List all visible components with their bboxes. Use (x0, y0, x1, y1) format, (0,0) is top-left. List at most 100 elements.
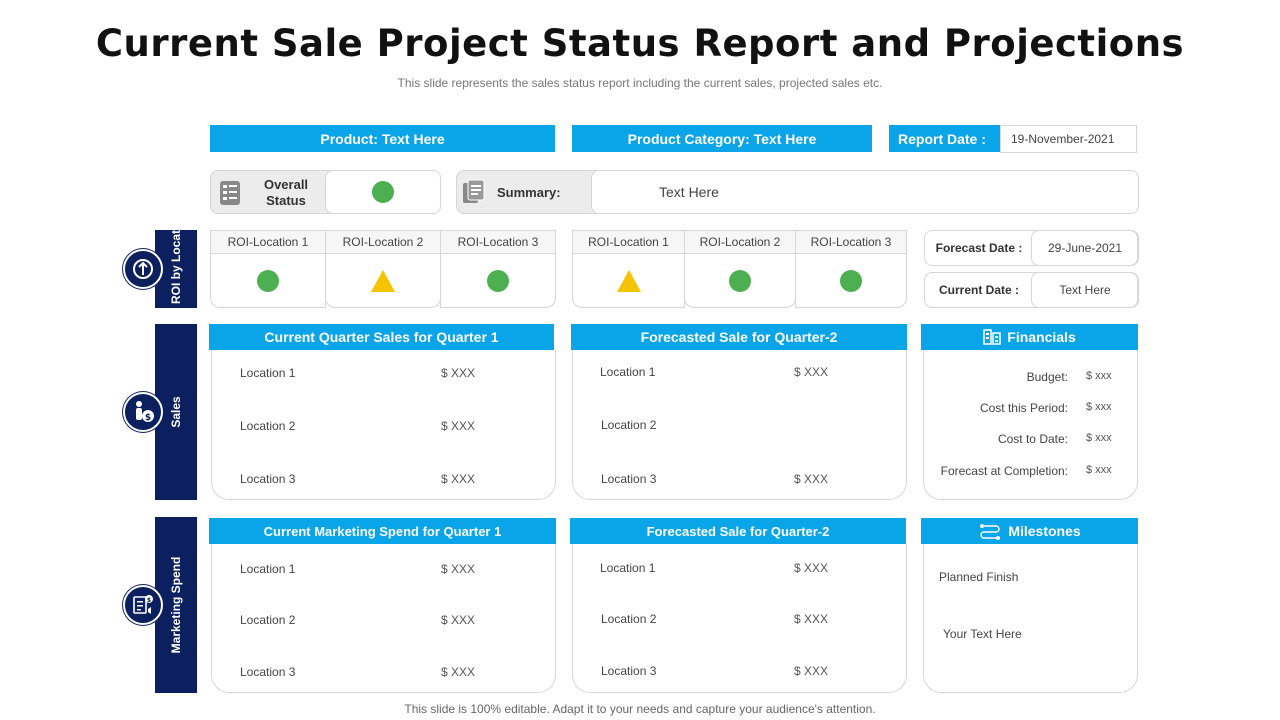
product-bar: Product: Text Here (210, 125, 555, 152)
location-value: $ XXX (441, 665, 476, 679)
financials-icon (983, 329, 1002, 345)
document-icon (462, 179, 486, 210)
location-label: Location 2 (601, 612, 657, 626)
location-value: $ XXX (441, 613, 476, 627)
marketing-side-label: Marketing Spend (169, 556, 183, 654)
cost-to-date-label: Cost to Date: (997, 432, 1068, 446)
forecast-date-box: Forecast Date : 29-June-2021 (924, 230, 1139, 266)
location-value: $ XXX (441, 419, 476, 433)
location-label: Location 1 (240, 366, 296, 380)
marketing-spend-icon: $ (123, 585, 163, 625)
roi-location-header: ROI-Location 2 (684, 230, 796, 254)
location-label: Location 3 (601, 472, 657, 486)
current-quarter-sales-card: Location 1 $ XXX Location 2 $ XXX Locati… (211, 350, 556, 500)
milestones-icon (978, 522, 1002, 540)
summary-value: Text Here (659, 184, 719, 200)
status-green-dot (257, 269, 279, 292)
financials-title: Financials (1007, 329, 1076, 345)
location-label: Location 1 (600, 561, 656, 575)
status-green-dot (487, 269, 509, 292)
location-label: Location 3 (240, 665, 296, 679)
forecast-date-value: 29-June-2021 (1031, 230, 1139, 266)
roi-location-header: ROI-Location 3 (440, 230, 556, 254)
milestones-title: Milestones (1008, 523, 1081, 539)
roi-location-header: ROI-Location 1 (572, 230, 685, 254)
forecast-completion-value: $ xxx (1086, 464, 1112, 476)
budget-value: $ xxx (1086, 370, 1112, 382)
location-label: Location 1 (600, 365, 656, 379)
location-value: $ XXX (441, 366, 476, 380)
budget-label: Budget: (1026, 370, 1068, 384)
roi-location-cell (684, 254, 796, 308)
forecasted-sales-header: Forecasted Sale for Quarter-2 (571, 324, 907, 350)
svg-text:$: $ (145, 413, 151, 423)
overall-status-box: Overall Status (210, 170, 441, 214)
overall-status-dot (372, 181, 394, 203)
forecasted-sales-card: Location 1 $ XXX Location 2 Location 3 $… (572, 350, 907, 500)
status-warning-triangle (616, 269, 641, 292)
roi-location-cell (210, 254, 326, 308)
forecasted-marketing-card: Location 1 $ XXX Location 2 $ XXX Locati… (572, 544, 907, 693)
footer-note: This slide is 100% editable. Adapt it to… (404, 702, 876, 716)
checklist-icon (219, 180, 241, 211)
location-label: Location 3 (240, 472, 296, 486)
current-date-box: Current Date : Text Here (924, 272, 1139, 308)
location-value: $ XXX (794, 664, 829, 678)
location-label: Location 2 (240, 613, 296, 627)
forecast-completion-label: Forecast at Completion: (940, 464, 1068, 478)
status-green-dot (840, 269, 862, 292)
location-label: Location 3 (601, 664, 657, 678)
roi-group-1: ROI-Location 1 ROI-Location 2 ROI-Locati… (210, 230, 556, 308)
report-date-value: 19-November-2021 (1000, 125, 1137, 153)
location-value: $ XXX (794, 561, 829, 575)
financials-card: Budget: $ xxx Cost this Period: $ xxx Co… (923, 350, 1138, 500)
location-value: $ XXX (794, 612, 829, 626)
location-value: $ XXX (794, 365, 829, 379)
page-subtitle: This slide represents the sales status r… (397, 76, 883, 90)
overall-status-label: Overall Status (263, 177, 309, 208)
sales-side-label: Sales (169, 396, 183, 428)
location-label: Location 1 (240, 562, 296, 576)
roi-location-header: ROI-Location 1 (210, 230, 326, 254)
location-value: $ XXX (441, 562, 476, 576)
page-title: Current Sale Project Status Report and P… (95, 22, 1185, 65)
forecasted-marketing-header: Forecasted Sale for Quarter-2 (570, 518, 906, 544)
roi-location-cell (795, 254, 907, 308)
milestones-card: Planned Finish Your Text Here (923, 544, 1138, 693)
roi-location-cell (325, 254, 441, 308)
current-quarter-sales-header: Current Quarter Sales for Quarter 1 (209, 324, 554, 350)
current-marketing-spend-header: Current Marketing Spend for Quarter 1 (209, 518, 556, 544)
planned-finish-label: Planned Finish (939, 570, 1019, 584)
location-value: $ XXX (441, 472, 476, 486)
cost-to-date-value: $ xxx (1086, 432, 1112, 444)
milestones-header: Milestones (921, 518, 1138, 544)
svg-text:$: $ (147, 597, 151, 604)
current-date-label: Current Date : (938, 283, 1019, 297)
financials-header: Financials (921, 324, 1138, 350)
summary-value-box: Text Here (591, 170, 1139, 214)
status-green-dot (729, 269, 751, 292)
current-date-value: Text Here (1031, 272, 1139, 308)
product-category-bar: Product Category: Text Here (572, 125, 872, 152)
overall-status-indicator-box (325, 170, 441, 214)
location-label: Location 2 (240, 419, 296, 433)
summary-label: Summary: (497, 185, 561, 200)
roi-icon (123, 249, 163, 289)
roi-location-header: ROI-Location 2 (325, 230, 441, 254)
cost-this-period-label: Cost this Period: (979, 401, 1068, 415)
location-label: Location 2 (601, 418, 657, 432)
summary-box: Summary: Text Here (456, 170, 1139, 214)
milestones-text: Your Text Here (943, 627, 1022, 641)
roi-side-label: ROI by Location (169, 211, 183, 304)
sales-person-icon: $ (123, 392, 163, 432)
roi-location-cell (440, 254, 556, 308)
forecast-date-label: Forecast Date : (935, 241, 1023, 255)
location-value: $ XXX (794, 472, 829, 486)
roi-location-cell (572, 254, 685, 308)
current-marketing-spend-card: Location 1 $ XXX Location 2 $ XXX Locati… (211, 544, 556, 693)
status-warning-triangle (371, 269, 395, 292)
cost-this-period-value: $ xxx (1086, 401, 1112, 413)
report-date-label: Report Date : (889, 125, 1000, 152)
roi-group-2: ROI-Location 1 ROI-Location 2 ROI-Locati… (572, 230, 907, 308)
roi-location-header: ROI-Location 3 (795, 230, 907, 254)
